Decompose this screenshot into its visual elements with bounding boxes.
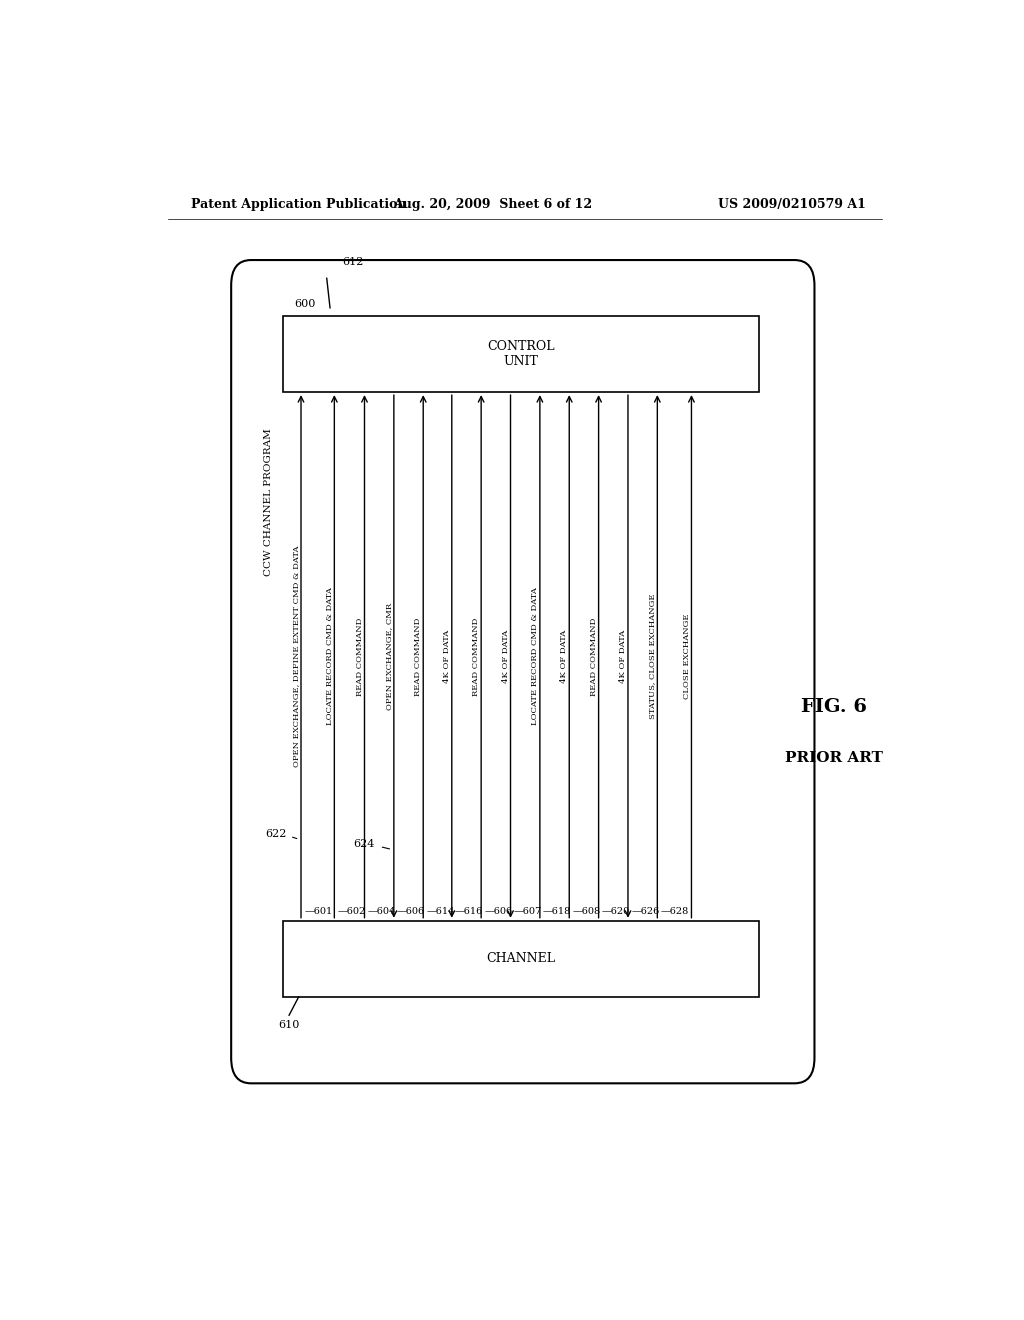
- Text: CHANNEL: CHANNEL: [486, 952, 555, 965]
- Text: LOCATE RECORD CMD & DATA: LOCATE RECORD CMD & DATA: [326, 587, 334, 726]
- Text: 612: 612: [342, 257, 364, 267]
- Text: READ COMMAND: READ COMMAND: [415, 618, 423, 696]
- Text: STATUS, CLOSE EXCHANGE: STATUS, CLOSE EXCHANGE: [648, 594, 656, 719]
- Text: FIG. 6: FIG. 6: [802, 698, 867, 717]
- Text: CLOSE EXCHANGE: CLOSE EXCHANGE: [683, 614, 691, 700]
- Text: 4K OF DATA: 4K OF DATA: [502, 630, 510, 682]
- Text: 624: 624: [353, 840, 375, 850]
- Text: OPEN EXCHANGE, CMR: OPEN EXCHANGE, CMR: [385, 603, 393, 710]
- Text: —608: —608: [572, 907, 600, 916]
- Text: —602: —602: [338, 907, 366, 916]
- FancyBboxPatch shape: [231, 260, 814, 1084]
- Bar: [283, 921, 759, 997]
- Text: 4K OF DATA: 4K OF DATA: [560, 630, 568, 682]
- Text: —606: —606: [397, 907, 425, 916]
- Text: —620: —620: [602, 907, 630, 916]
- Text: Aug. 20, 2009  Sheet 6 of 12: Aug. 20, 2009 Sheet 6 of 12: [393, 198, 593, 211]
- Text: —626: —626: [631, 907, 659, 916]
- Text: 4K OF DATA: 4K OF DATA: [443, 630, 451, 682]
- Text: Patent Application Publication: Patent Application Publication: [191, 198, 407, 211]
- Text: —618: —618: [543, 907, 571, 916]
- Text: —616: —616: [455, 907, 483, 916]
- Text: OPEN EXCHANGE, DEFINE EXTENT CMD & DATA: OPEN EXCHANGE, DEFINE EXTENT CMD & DATA: [292, 545, 300, 767]
- Text: 4K OF DATA: 4K OF DATA: [620, 630, 628, 682]
- Text: CCW CHANNEL PROGRAM: CCW CHANNEL PROGRAM: [264, 428, 273, 576]
- Text: 610: 610: [279, 1020, 300, 1031]
- Text: CONTROL
UNIT: CONTROL UNIT: [487, 341, 555, 368]
- Text: —604: —604: [368, 907, 396, 916]
- Text: —614: —614: [426, 907, 455, 916]
- Text: —628: —628: [660, 907, 689, 916]
- Text: 600: 600: [295, 298, 316, 309]
- Text: US 2009/0210579 A1: US 2009/0210579 A1: [718, 198, 866, 211]
- Text: READ COMMAND: READ COMMAND: [472, 618, 480, 696]
- Text: READ COMMAND: READ COMMAND: [590, 618, 598, 696]
- Text: READ COMMAND: READ COMMAND: [355, 618, 364, 696]
- Text: 622: 622: [265, 829, 287, 840]
- Bar: [283, 315, 759, 392]
- Text: LOCATE RECORD CMD & DATA: LOCATE RECORD CMD & DATA: [531, 587, 539, 726]
- Text: —607: —607: [514, 907, 542, 916]
- Text: PRIOR ART: PRIOR ART: [785, 751, 884, 766]
- Text: —601: —601: [304, 907, 333, 916]
- Text: —606: —606: [484, 907, 512, 916]
